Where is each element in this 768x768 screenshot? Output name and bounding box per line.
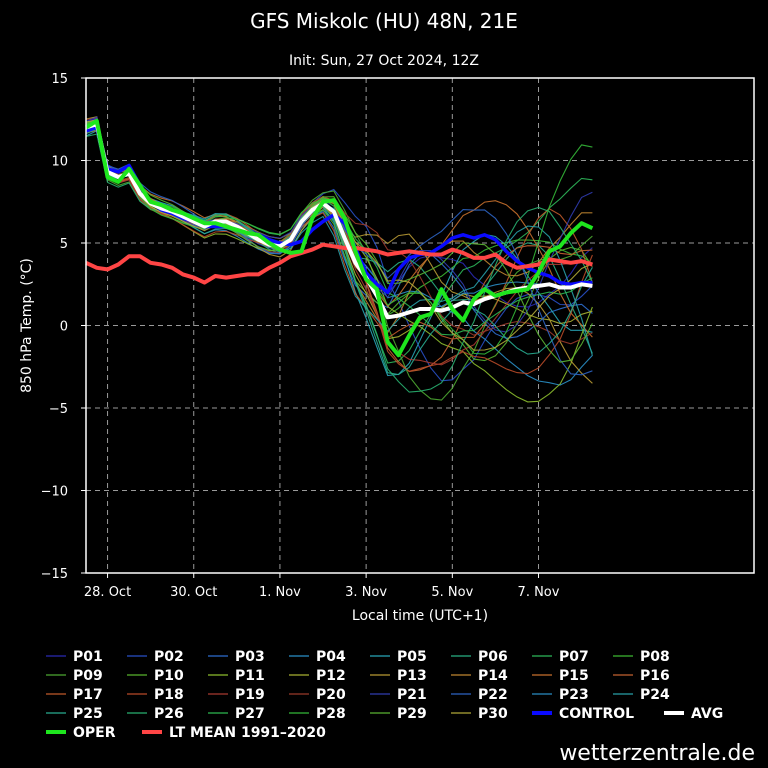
y-axis: −15 −10 −5 0 5 10 15 [41,72,86,582]
legend-label-oper: OPER [73,725,116,741]
legend-label-p27: P27 [235,706,265,722]
legend-label-lt-mean-1991-2020: LT MEAN 1991–2020 [169,725,326,741]
legend-label-p12: P12 [316,668,346,684]
x-tick-label: 5. Nov [431,585,473,600]
y-tick-label: 10 [51,155,68,170]
x-tick-label: 7. Nov [518,585,560,600]
ensemble-line-p28 [85,119,593,355]
legend-label-p23: P23 [559,687,589,703]
x-axis-label: Local time (UTC+1) [352,608,488,624]
main-series [84,118,594,358]
y-axis-label: 850 hPa Temp. (°C) [19,258,35,393]
legend-label-p03: P03 [235,649,265,665]
x-tick-label: 30. Oct [170,585,217,600]
credit-text: wetterzentrale.de [559,741,755,766]
legend-label-p24: P24 [640,687,670,703]
legend-label-p29: P29 [397,706,427,722]
legend-label-p30: P30 [478,706,508,722]
legend: P01 P02 P03 P04 P05 P06 P07 P08 P09 P10 P11 P12 P13 P… [46,649,723,741]
y-tick-label: 5 [60,237,68,252]
series-line-lt-mean-1991-2020 [85,242,594,285]
series-line-avg [85,122,593,320]
legend-label-p15: P15 [559,668,589,684]
ensemble-line-p30 [85,119,593,351]
legend-label-p05: P05 [397,649,427,665]
x-axis: 28. Oct 30. Oct 1. Nov 3. Nov 5. Nov 7. Nov [84,573,560,600]
legend-label-p01: P01 [73,649,103,665]
legend-label-control: CONTROL [559,706,634,722]
legend-label-p02: P02 [154,649,184,665]
y-tick-label: −10 [41,485,68,500]
y-tick-label: −5 [49,402,68,417]
legend-label-p18: P18 [154,687,184,703]
legend-label-p04: P04 [316,649,346,665]
legend-label-p06: P06 [478,649,508,665]
legend-label-p08: P08 [640,649,670,665]
legend-label-p10: P10 [154,668,184,684]
y-tick-label: −15 [41,567,68,582]
x-tick-label: 3. Nov [345,585,387,600]
y-tick-label: 15 [51,72,68,87]
legend-label-avg: AVG [691,706,723,722]
y-tick-label: 0 [60,320,68,335]
legend-label-p11: P11 [235,668,265,684]
legend-label-p21: P21 [397,687,427,703]
ensemble-line-p13 [85,116,593,384]
chart-title: GFS Miskolc (HU) 48N, 21E [250,9,518,33]
legend-label-p09: P09 [73,668,103,684]
ensemble-line-p06 [85,119,593,354]
legend-label-p19: P19 [235,687,265,703]
legend-label-p28: P28 [316,706,346,722]
legend-label-p26: P26 [154,706,184,722]
legend-label-p25: P25 [73,706,103,722]
legend-label-p22: P22 [478,687,508,703]
legend-label-p14: P14 [478,668,508,684]
grid [86,78,754,573]
legend-label-p16: P16 [640,668,670,684]
legend-label-p20: P20 [316,687,346,703]
chart-subtitle: Init: Sun, 27 Oct 2024, 12Z [289,53,479,69]
series-line-oper [84,118,594,358]
legend-label-p07: P07 [559,649,589,665]
x-tick-label: 1. Nov [259,585,301,600]
legend-label-p17: P17 [73,687,103,703]
x-tick-label: 28. Oct [84,585,131,600]
legend-label-p13: P13 [397,668,427,684]
